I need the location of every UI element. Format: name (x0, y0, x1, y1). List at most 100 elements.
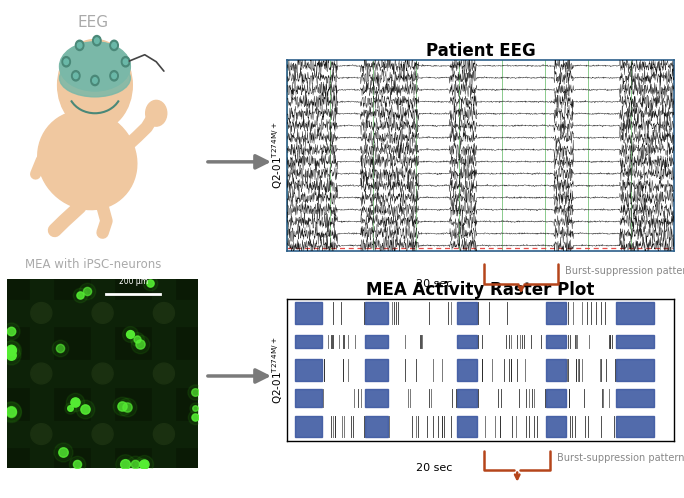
Text: Burst-suppression pattern: Burst-suppression pattern (557, 453, 684, 463)
Circle shape (153, 303, 174, 323)
Point (5, 407, 16, 415)
Point (5, 351, 16, 359)
Bar (616, 389, 655, 407)
Bar (616, 416, 655, 437)
Circle shape (57, 39, 132, 131)
Circle shape (64, 59, 68, 65)
Point (135, 340, 146, 348)
Point (129, 460, 140, 468)
Bar (458, 335, 477, 348)
Bar (295, 359, 322, 380)
Bar (616, 359, 655, 380)
Point (122, 403, 133, 411)
Circle shape (111, 73, 116, 79)
Title: Patient EEG: Patient EEG (425, 42, 536, 60)
Circle shape (153, 424, 174, 444)
Bar (295, 335, 322, 348)
Y-axis label: Q2-01$^{\mathregular{T274M/+}}$: Q2-01$^{\mathregular{T274M/+}}$ (269, 122, 285, 189)
Text: Burst-suppression pattern: Burst-suppression pattern (564, 266, 684, 276)
Bar (616, 335, 655, 348)
Y-axis label: Q2-01$^{\mathregular{T274M/+}}$: Q2-01$^{\mathregular{T274M/+}}$ (269, 336, 285, 403)
Point (81, 287, 92, 295)
Bar (295, 389, 322, 407)
Bar (91, 279, 114, 468)
Bar (547, 335, 566, 348)
Bar (365, 302, 388, 324)
Text: MEA with iPSC-neurons: MEA with iPSC-neurons (25, 258, 161, 271)
Bar (547, 389, 566, 407)
Point (5, 327, 16, 335)
Point (5, 345, 16, 353)
Ellipse shape (60, 59, 131, 97)
Point (57, 448, 68, 456)
Circle shape (75, 40, 84, 50)
Point (189, 388, 200, 396)
Point (135, 340, 146, 348)
Bar (295, 416, 322, 437)
Bar (458, 389, 477, 407)
Bar (616, 302, 655, 324)
Point (117, 402, 128, 410)
Point (54, 344, 65, 352)
Bar (547, 302, 566, 324)
Point (129, 460, 140, 468)
Point (131, 335, 142, 343)
Bar (458, 416, 477, 437)
Point (80, 405, 91, 413)
Circle shape (110, 71, 118, 81)
Bar (365, 416, 388, 437)
Circle shape (94, 38, 99, 43)
Circle shape (92, 424, 113, 444)
Bar (79, 102, 103, 125)
Circle shape (146, 101, 167, 126)
Circle shape (73, 73, 78, 79)
Point (5, 345, 16, 353)
Point (189, 413, 200, 421)
Bar (30, 279, 53, 468)
Bar (295, 302, 322, 324)
Point (5, 347, 16, 355)
Bar (7, 300, 198, 326)
Circle shape (92, 303, 113, 323)
Point (122, 403, 133, 411)
Circle shape (92, 35, 101, 46)
Bar (7, 360, 198, 387)
Bar (7, 421, 198, 447)
Point (189, 403, 200, 411)
Point (139, 460, 150, 468)
Point (144, 279, 155, 287)
Circle shape (31, 363, 52, 384)
Circle shape (123, 59, 128, 65)
Point (80, 405, 91, 413)
Circle shape (153, 363, 174, 384)
Point (5, 407, 16, 415)
Point (139, 460, 150, 468)
Point (136, 460, 147, 468)
Circle shape (62, 57, 70, 67)
Ellipse shape (60, 42, 131, 91)
Text: 20 sec: 20 sec (416, 463, 452, 473)
Bar (365, 389, 388, 407)
Point (70, 398, 81, 406)
Point (72, 460, 83, 468)
Point (75, 291, 86, 299)
Point (54, 344, 65, 352)
Bar (153, 279, 175, 468)
Point (5, 347, 16, 355)
Point (5, 408, 16, 416)
Point (5, 327, 16, 335)
Point (57, 448, 68, 456)
Circle shape (92, 363, 113, 384)
Circle shape (31, 303, 52, 323)
Point (72, 460, 83, 468)
Point (189, 413, 200, 421)
Point (125, 330, 136, 338)
Point (5, 408, 16, 416)
Circle shape (91, 75, 99, 86)
Point (144, 279, 155, 287)
Point (117, 402, 128, 410)
Bar (458, 302, 477, 324)
Point (119, 460, 130, 468)
Ellipse shape (38, 111, 137, 210)
Point (119, 460, 130, 468)
